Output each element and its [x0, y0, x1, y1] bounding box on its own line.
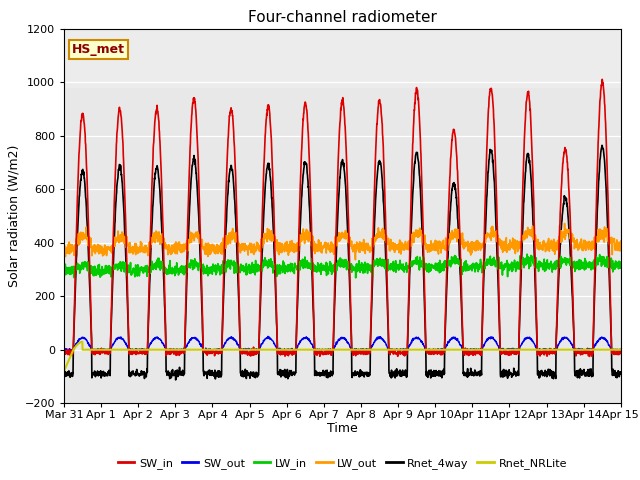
- Rnet_4way: [584, 369, 591, 375]
- Rnet_NRLite: [504, 347, 512, 353]
- Rnet_4way: [598, 143, 606, 148]
- Rnet_NRLite: [60, 368, 68, 374]
- Rnet_4way: [504, 372, 512, 377]
- LW_in: [216, 268, 223, 274]
- SW_in: [598, 76, 606, 82]
- Rnet_NRLite: [371, 347, 379, 353]
- SW_in: [504, 352, 512, 358]
- LW_out: [584, 240, 591, 245]
- SW_out: [359, 347, 367, 353]
- SW_out: [584, 347, 591, 353]
- SW_in: [617, 350, 625, 356]
- LW_in: [371, 259, 379, 264]
- Rnet_4way: [216, 369, 223, 374]
- Text: HS_met: HS_met: [72, 43, 125, 56]
- LW_in: [359, 261, 367, 267]
- LW_out: [216, 245, 223, 251]
- SW_in: [358, 351, 366, 357]
- X-axis label: Time: Time: [327, 421, 358, 434]
- SW_out: [60, 347, 68, 353]
- LW_in: [584, 262, 591, 268]
- Bar: [64, 29, 621, 88]
- SW_in: [216, 348, 223, 354]
- Rnet_4way: [568, 283, 575, 288]
- SW_out: [371, 339, 379, 345]
- SW_out: [264, 334, 272, 339]
- LW_out: [60, 241, 68, 247]
- LW_in: [352, 275, 360, 281]
- Rnet_NRLite: [584, 347, 591, 353]
- Legend: SW_in, SW_out, LW_in, LW_out, Rnet_4way, Rnet_NRLite: SW_in, SW_out, LW_in, LW_out, Rnet_4way,…: [113, 454, 572, 473]
- Title: Four-channel radiometer: Four-channel radiometer: [248, 10, 437, 25]
- SW_in: [60, 351, 68, 357]
- LW_in: [617, 264, 625, 270]
- SW_in: [371, 183, 378, 189]
- LW_out: [617, 238, 625, 244]
- Rnet_4way: [371, 215, 379, 221]
- Rnet_NRLite: [79, 339, 86, 345]
- Rnet_4way: [359, 372, 367, 377]
- SW_in: [568, 254, 575, 260]
- SW_out: [504, 347, 512, 353]
- LW_out: [359, 244, 367, 250]
- Line: LW_out: LW_out: [64, 223, 621, 260]
- LW_out: [371, 238, 379, 243]
- Line: SW_in: SW_in: [64, 79, 621, 357]
- Line: Rnet_NRLite: Rnet_NRLite: [64, 342, 621, 371]
- Rnet_4way: [172, 377, 179, 383]
- Line: LW_in: LW_in: [64, 254, 621, 278]
- LW_out: [568, 236, 576, 241]
- Rnet_4way: [60, 371, 68, 376]
- Rnet_NRLite: [568, 347, 575, 353]
- Rnet_NRLite: [617, 347, 625, 353]
- SW_out: [617, 347, 625, 352]
- Rnet_4way: [617, 370, 625, 375]
- SW_in: [586, 354, 593, 360]
- LW_in: [60, 266, 68, 272]
- SW_out: [568, 342, 575, 348]
- Y-axis label: Solar radiation (W/m2): Solar radiation (W/m2): [7, 145, 20, 287]
- LW_out: [504, 247, 512, 253]
- LW_in: [504, 265, 512, 271]
- SW_out: [216, 347, 223, 352]
- Line: Rnet_4way: Rnet_4way: [64, 145, 621, 380]
- Rnet_NRLite: [359, 347, 367, 353]
- LW_out: [351, 257, 359, 263]
- SW_in: [583, 350, 591, 356]
- Rnet_NRLite: [216, 347, 223, 353]
- Line: SW_out: SW_out: [64, 336, 621, 350]
- LW_out: [561, 220, 568, 226]
- LW_in: [568, 265, 576, 271]
- LW_in: [524, 251, 531, 257]
